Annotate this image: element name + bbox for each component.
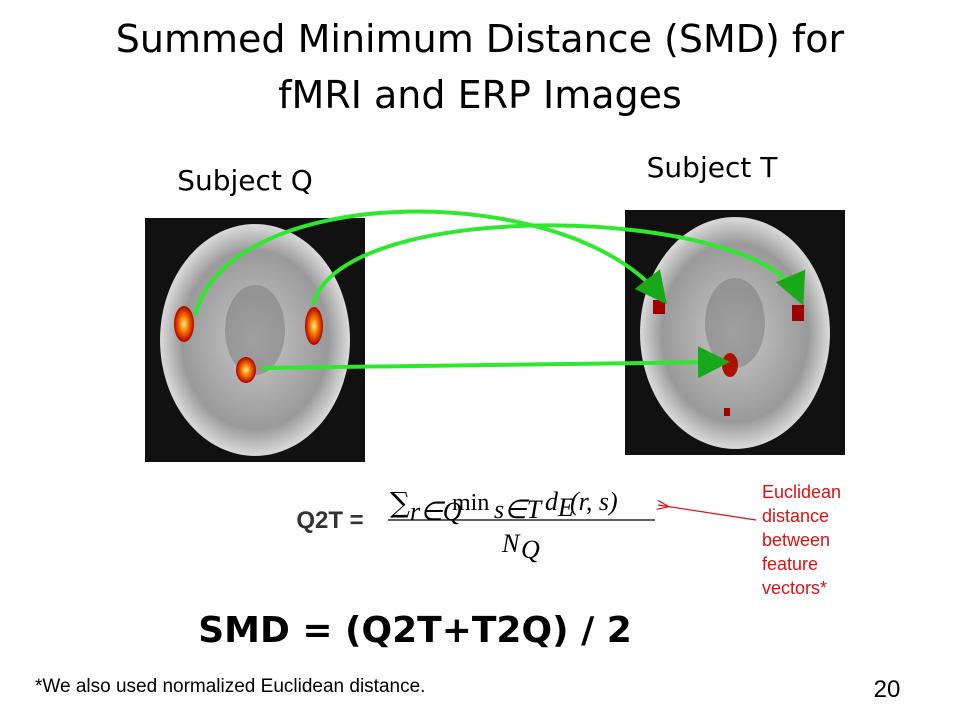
annotation-line: distance <box>762 506 829 526</box>
sum: ∑ <box>390 486 410 519</box>
brain-image <box>145 218 365 462</box>
annotation-line: vectors* <box>762 578 827 598</box>
annotation-line: feature <box>762 554 818 574</box>
smd-formula: SMD = (Q2T+T2Q) / 2 <box>198 610 632 651</box>
subject-label: Subject Q <box>177 164 313 197</box>
sub: r∈Q <box>410 497 462 526</box>
pointer <box>658 505 757 521</box>
subject-label: Subject T <box>647 151 779 184</box>
q2t-label: Q2T = <box>296 507 363 534</box>
args: (r, s) <box>570 487 618 516</box>
annotation-line: between <box>762 530 830 550</box>
sub: s∈T <box>494 495 543 524</box>
min: min <box>452 490 489 516</box>
d: d <box>545 487 559 516</box>
annotation: Euclidean distance between feature vectors* <box>762 482 841 598</box>
page-number: 20 <box>874 676 901 703</box>
den: N <box>501 529 521 558</box>
footnote: *We also used normalized Euclidean dista… <box>35 676 425 697</box>
sub: Q <box>521 535 540 564</box>
annotation-line: Euclidean <box>762 482 841 502</box>
brain-image <box>625 210 845 455</box>
title: fMRI and ERP Images <box>278 73 682 117</box>
arrows <box>193 209 806 379</box>
title: Summed Minimum Distance (SMD) for <box>116 17 845 61</box>
sub: E <box>557 493 574 522</box>
formula: ∑ r∈Q min s∈T d E (r, s) N Q <box>388 486 655 564</box>
